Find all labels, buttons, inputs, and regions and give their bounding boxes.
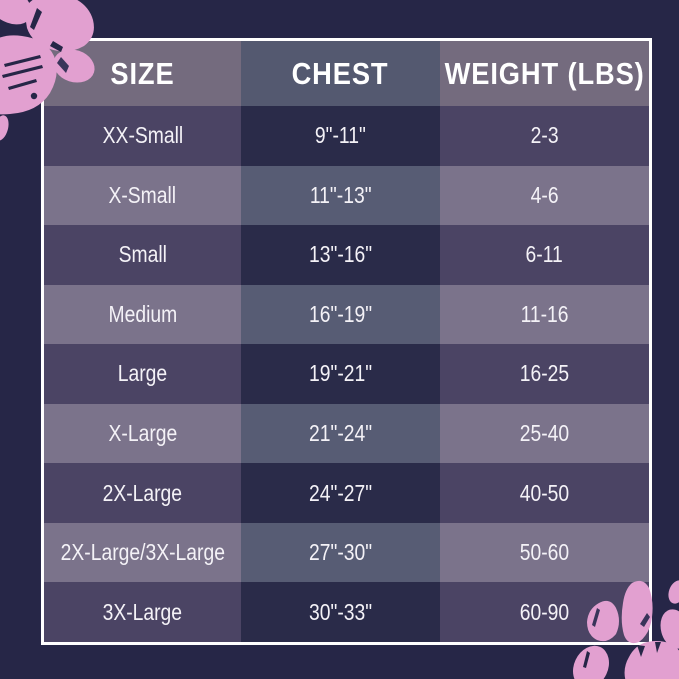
weight-cell: 4-6 — [440, 165, 649, 226]
chest-cell-label: 16"-19" — [308, 300, 373, 327]
size-cell-label: Large — [117, 360, 168, 387]
size-cell-label: XX-Small — [102, 122, 183, 149]
size-cell: Small — [44, 225, 241, 285]
chest-cell: 21"-24" — [241, 403, 440, 464]
column-header-weight: WEIGHT (LBS) — [440, 41, 649, 106]
size-cell-label: Medium — [108, 300, 177, 327]
chest-cell-label: 24"-27" — [308, 479, 373, 506]
weight-cell-label: 60-90 — [519, 598, 570, 625]
weight-cell: 60-90 — [440, 582, 649, 642]
chest-cell: 13"-16" — [241, 225, 440, 285]
weight-cell-label: 40-50 — [519, 479, 570, 506]
column-header-weight-label: WEIGHT (LBS) — [444, 56, 645, 91]
chest-cell: 24"-27" — [241, 463, 440, 523]
chest-cell-label: 19"-21" — [308, 360, 373, 387]
size-table: SIZE CHEST WEIGHT (LBS) XX-Small 9"-11" 2-… — [41, 38, 652, 645]
weight-cell-label: 4-6 — [530, 181, 559, 208]
weight-cell-label: 11-16 — [520, 300, 569, 327]
chest-cell: 11"-13" — [241, 165, 440, 226]
column-header-size-label: SIZE — [110, 56, 175, 91]
size-cell-label: 2X-Large/3X-Large — [60, 539, 225, 566]
size-cell: Large — [44, 344, 241, 404]
size-cell: 3X-Large — [44, 582, 241, 642]
weight-cell: 40-50 — [440, 463, 649, 523]
size-cell-label: X-Large — [108, 420, 177, 447]
column-header-chest: CHEST — [241, 41, 440, 106]
size-cell: X-Large — [44, 403, 241, 464]
chest-cell-label: 11"-13" — [309, 181, 372, 208]
size-cell: 2X-Large/3X-Large — [44, 522, 241, 583]
weight-cell: 25-40 — [440, 403, 649, 464]
chest-cell-label: 9"-11" — [315, 122, 366, 149]
size-cell: Medium — [44, 284, 241, 345]
weight-cell-label: 6-11 — [525, 241, 564, 268]
chest-cell-label: 27"-30" — [308, 539, 373, 566]
size-cell-label: X-Small — [108, 181, 177, 208]
weight-cell-label: 25-40 — [519, 420, 570, 447]
weight-cell: 50-60 — [440, 522, 649, 583]
chest-cell: 27"-30" — [241, 522, 440, 583]
size-cell: 2X-Large — [44, 463, 241, 523]
weight-cell-label: 16-25 — [519, 360, 570, 387]
chest-cell-label: 21"-24" — [308, 420, 373, 447]
chest-cell-label: 30"-33" — [308, 598, 373, 625]
weight-cell: 16-25 — [440, 344, 649, 404]
weight-cell: 11-16 — [440, 284, 649, 345]
size-cell-label: 3X-Large — [102, 598, 183, 625]
size-cell-label: Small — [118, 241, 167, 268]
chest-cell-label: 13"-16" — [308, 241, 373, 268]
weight-cell: 6-11 — [440, 225, 649, 285]
size-cell: XX-Small — [44, 106, 241, 166]
weight-cell: 2-3 — [440, 106, 649, 166]
chest-cell: 19"-21" — [241, 344, 440, 404]
size-cell: X-Small — [44, 165, 241, 226]
weight-cell-label: 2-3 — [530, 122, 559, 149]
chest-cell: 30"-33" — [241, 582, 440, 642]
chest-cell: 16"-19" — [241, 284, 440, 345]
weight-cell-label: 50-60 — [519, 539, 570, 566]
size-cell-label: 2X-Large — [102, 479, 183, 506]
column-header-size: SIZE — [44, 41, 241, 106]
column-header-chest-label: CHEST — [292, 56, 389, 91]
chest-cell: 9"-11" — [241, 106, 440, 166]
